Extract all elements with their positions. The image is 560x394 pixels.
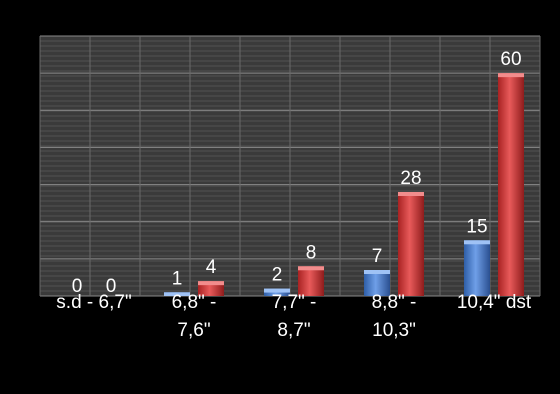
data-label: 4 — [206, 257, 217, 278]
bar-top-highlight — [498, 73, 524, 78]
bar-top-highlight — [464, 240, 490, 245]
grid — [39, 35, 541, 297]
bar-series1-5 — [464, 240, 490, 296]
x-tick-label: 8,7" — [277, 320, 310, 341]
data-label: 1 — [172, 268, 183, 289]
x-tick-label: 6,8" - — [172, 292, 217, 313]
data-label: 2 — [272, 265, 283, 286]
x-tick-label: 7,6" — [177, 320, 210, 341]
x-tick-label: 8,8" - — [372, 292, 417, 313]
bar-series2-5 — [498, 73, 524, 297]
data-label: 15 — [466, 216, 487, 237]
x-tick-label: s.d - 6,7" — [56, 292, 131, 313]
bar-top-highlight — [398, 192, 424, 196]
data-label: 7 — [372, 246, 383, 267]
bar-series2-3 — [298, 266, 324, 296]
bar-top-highlight — [298, 266, 324, 271]
x-tick-labels: s.d - 6,7" 6,8" - 7,6" 7,7" - 8,7" 8,8" - 10,3… — [56, 292, 532, 341]
data-label: 0 — [106, 276, 117, 297]
bars — [164, 73, 524, 297]
bar-top-highlight — [164, 292, 190, 296]
bar-top-highlight — [198, 281, 224, 286]
data-label: 0 — [72, 276, 83, 297]
bar-top-highlight — [264, 288, 290, 293]
x-tick-label: 10,3" — [372, 320, 416, 341]
x-tick-label: 10,4" dst — [457, 292, 532, 313]
data-labels: 0 1 2 7 15 0 4 8 28 60 — [72, 49, 522, 297]
x-tick-label: 7,7" - — [272, 292, 317, 313]
data-label: 8 — [306, 242, 317, 263]
bar-series2-4 — [398, 192, 424, 296]
data-label: 60 — [500, 49, 521, 70]
bar-top-highlight — [364, 270, 390, 274]
data-label: 28 — [400, 168, 421, 189]
bar-series1-4 — [364, 270, 390, 296]
